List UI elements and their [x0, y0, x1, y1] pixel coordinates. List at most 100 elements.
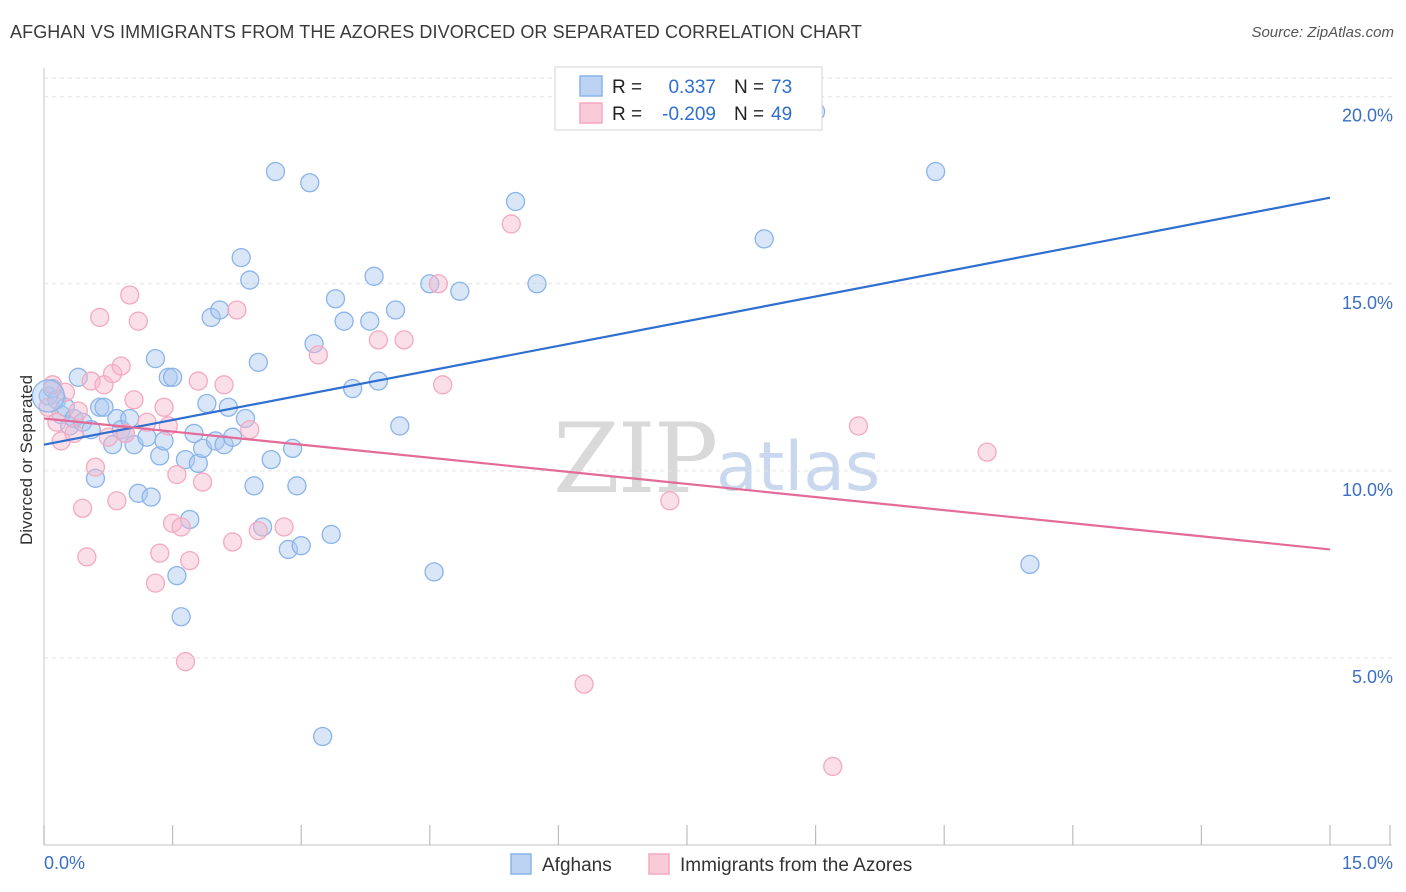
azores-point-34	[222, 532, 243, 552]
azores-point-32	[192, 472, 213, 492]
afghans-point-12	[94, 397, 114, 417]
azores-point-7	[72, 498, 93, 518]
afghans-point-64	[390, 416, 410, 436]
azores-point-40	[368, 330, 389, 350]
afghans-point-42	[235, 408, 256, 429]
afghans-point-55	[312, 726, 333, 747]
tick-labels: 5.0% 10.0% 15.0% 20.0% 0.0% 15.0%	[44, 106, 1393, 873]
bottom-legend-label-azores: Immigrants from the Azores	[680, 855, 912, 876]
y-tick-label-0: 5.0%	[1352, 667, 1393, 687]
bottom-legend-swatch-afghans	[510, 853, 532, 875]
afghans-point-69	[527, 274, 547, 294]
azores-point-30	[180, 550, 200, 571]
azores-point-36	[240, 420, 260, 440]
azores-point-23	[150, 543, 170, 563]
afghans-point-24	[154, 431, 174, 451]
afghans-point-57	[325, 289, 346, 309]
legend-swatch-afghans	[579, 75, 603, 97]
y-tick-label-3: 20.0%	[1342, 106, 1393, 126]
afghans-point-66	[424, 562, 444, 582]
afghans-point-47	[261, 449, 281, 470]
x-tick-label-right: 15.0%	[1342, 853, 1393, 873]
afghans-point-56	[321, 524, 341, 545]
y-tick-label-2: 15.0%	[1342, 293, 1393, 313]
azores-point-31	[188, 371, 208, 391]
azores-point-11	[90, 307, 110, 328]
afghans-point-53	[300, 173, 320, 193]
azores-point-49	[977, 442, 997, 462]
afghans-point-41	[231, 247, 251, 268]
legend-n-value-1: 73	[771, 77, 792, 98]
afghans-point-22	[145, 348, 166, 369]
azores-point-37	[248, 521, 268, 541]
afghans-point-70	[754, 229, 774, 249]
y-tick-label-1: 10.0%	[1342, 480, 1393, 500]
azores-point-44	[501, 214, 521, 234]
afghans-point-61	[364, 266, 384, 286]
azores-point-10	[85, 457, 106, 477]
azores-point-19	[124, 390, 144, 410]
azores-point-35	[227, 300, 247, 320]
afghans-point-72	[1020, 554, 1040, 575]
trend-lines	[43, 196, 1331, 551]
azores-point-48	[848, 416, 869, 436]
legend-r-label-2: R =	[612, 104, 642, 125]
watermark-atlas: atlas	[716, 428, 880, 507]
azores-point-22	[145, 573, 166, 593]
afghans-point-43	[240, 270, 260, 290]
legend-n-value-2: 49	[771, 104, 792, 125]
azores-point-27	[167, 464, 187, 485]
bottom-legend-swatch-azores	[648, 853, 670, 875]
azores-point-43	[433, 375, 453, 395]
legend-n-label-2: N =	[734, 104, 764, 125]
azores-point-8	[77, 547, 97, 567]
azores-point-16	[111, 356, 131, 376]
legend-r-label-1: R =	[612, 77, 642, 98]
azores-point-4	[55, 382, 76, 402]
afghans-cluster-point	[31, 379, 65, 413]
afghans-point-60	[360, 311, 380, 331]
afghans-point-45	[248, 352, 268, 373]
azores-point-47	[823, 756, 843, 777]
azores-point-18	[120, 285, 140, 305]
gridlines	[44, 77, 1392, 659]
afghans-point-21	[141, 487, 161, 507]
azores-trend-line	[43, 417, 1331, 551]
afghans-point-26	[162, 367, 183, 387]
azores-point-46	[660, 491, 680, 511]
afghans-point-71	[925, 161, 946, 182]
afghans-point-23	[150, 446, 170, 466]
chart-title: AFGHAN VS IMMIGRANTS FROM THE AZORES DIV…	[10, 22, 863, 42]
legend-r-value-2: -0.209	[662, 104, 716, 125]
afghans-point-63	[385, 300, 406, 320]
afghans-point-58	[334, 311, 354, 331]
afghans-point-34	[197, 393, 217, 414]
watermark-zip: ZIP	[553, 403, 716, 515]
axes	[43, 68, 1392, 846]
azores-point-41	[394, 330, 414, 350]
afghans-point-67	[450, 281, 470, 301]
source-credit: Source: ZipAtlas.com	[1251, 24, 1394, 41]
afghans-point-32	[188, 453, 208, 474]
data-points	[31, 102, 1040, 777]
x-tick-label-left: 0.0%	[44, 853, 85, 873]
series-legend: Afghans Immigrants from the Azores	[510, 853, 912, 876]
afghans-point-54	[304, 333, 324, 354]
azores-point-28	[171, 517, 191, 537]
afghans-point-59	[342, 378, 363, 399]
afghans-point-25	[158, 367, 178, 387]
afghans-point-27	[167, 565, 187, 586]
afghans-point-68	[505, 191, 526, 212]
afghans-point-52	[291, 536, 311, 556]
azores-point-38	[274, 517, 294, 537]
afghans-point-28	[171, 607, 191, 627]
azores-point-29	[175, 652, 196, 672]
azores-point-2	[47, 412, 67, 432]
azores-point-24	[154, 397, 174, 417]
azores-point-15	[107, 491, 127, 511]
afghans-point-48	[265, 161, 286, 182]
y-axis-title: Divorced or Separated	[17, 375, 36, 545]
legend-n-label-1: N =	[734, 77, 764, 98]
legend-r-value-1: 0.337	[668, 77, 716, 98]
